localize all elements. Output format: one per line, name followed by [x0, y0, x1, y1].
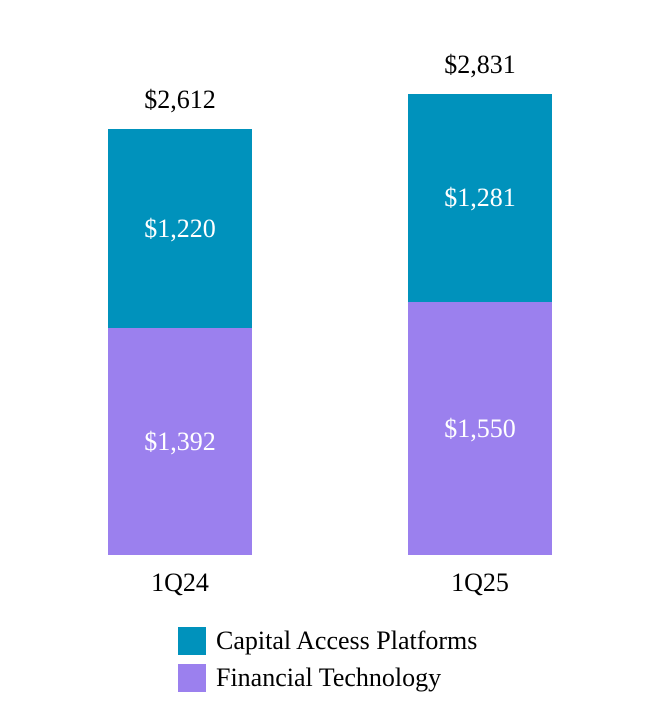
segment-value-label: $1,220 — [144, 213, 216, 243]
legend-swatch-capital-access — [178, 627, 206, 655]
legend-label-capital-access: Capital Access Platforms — [216, 626, 478, 655]
bar-group-1q25: $2,831 $1,281 $1,550 — [408, 50, 552, 555]
legend-label-financial-technology: Financial Technology — [216, 663, 442, 692]
segment-value-label: $1,550 — [444, 413, 516, 443]
segment-financial-technology-1q24: $1,392 — [108, 328, 252, 555]
bar-group-1q24: $2,612 $1,220 $1,392 — [108, 85, 252, 555]
legend-item-capital-access: Capital Access Platforms — [178, 626, 477, 656]
segment-value-label: $1,392 — [144, 426, 216, 456]
x-axis-label-1q25: 1Q25 — [451, 568, 509, 597]
legend-swatch-financial-technology — [178, 664, 206, 692]
total-label-1q25: $2,831 — [444, 49, 516, 79]
segment-financial-technology-1q25: $1,550 — [408, 302, 552, 555]
segment-value-label: $1,281 — [444, 182, 516, 212]
segment-capital-access-1q24: $1,220 — [108, 129, 252, 329]
legend: Capital Access Platforms Financial Techn… — [178, 626, 477, 693]
legend-item-financial-technology: Financial Technology — [178, 663, 477, 693]
x-axis-label-1q24: 1Q24 — [151, 568, 209, 597]
segment-capital-access-1q25: $1,281 — [408, 93, 552, 303]
total-label-1q24: $2,612 — [144, 85, 216, 115]
